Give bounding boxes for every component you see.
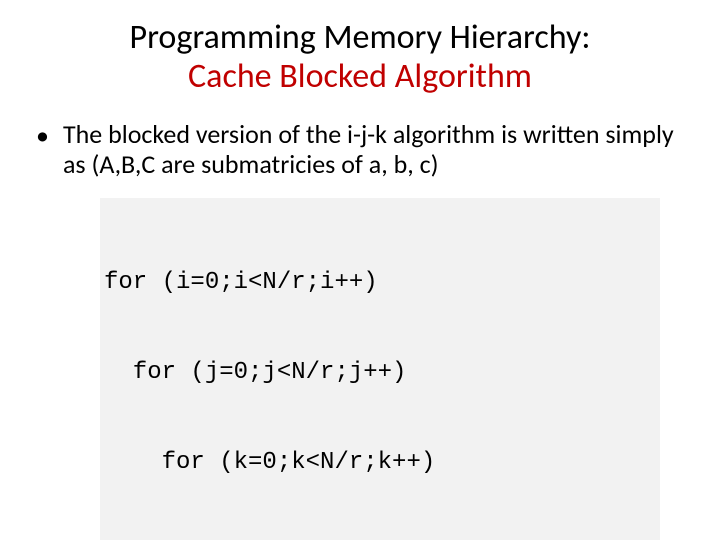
code-line: for (k=0;k<N/r;k++) <box>104 448 646 478</box>
slide-title: Programming Memory Hierarchy: Cache Bloc… <box>40 18 680 96</box>
bullet-marker: • <box>36 120 49 151</box>
title-line-2: Cache Blocked Algorithm <box>40 57 680 96</box>
code-block: for (i=0;i<N/r;i++) for (j=0;j<N/r;j++) … <box>100 198 660 540</box>
main-bullet: • The blocked version of the i-j-k algor… <box>40 120 680 180</box>
bullet-text: The blocked version of the i-j-k algorit… <box>63 120 680 180</box>
code-line: for (i=0;i<N/r;i++) <box>104 268 646 298</box>
code-line: for (j=0;j<N/r;j++) <box>104 358 646 388</box>
title-line-1: Programming Memory Hierarchy: <box>40 18 680 57</box>
